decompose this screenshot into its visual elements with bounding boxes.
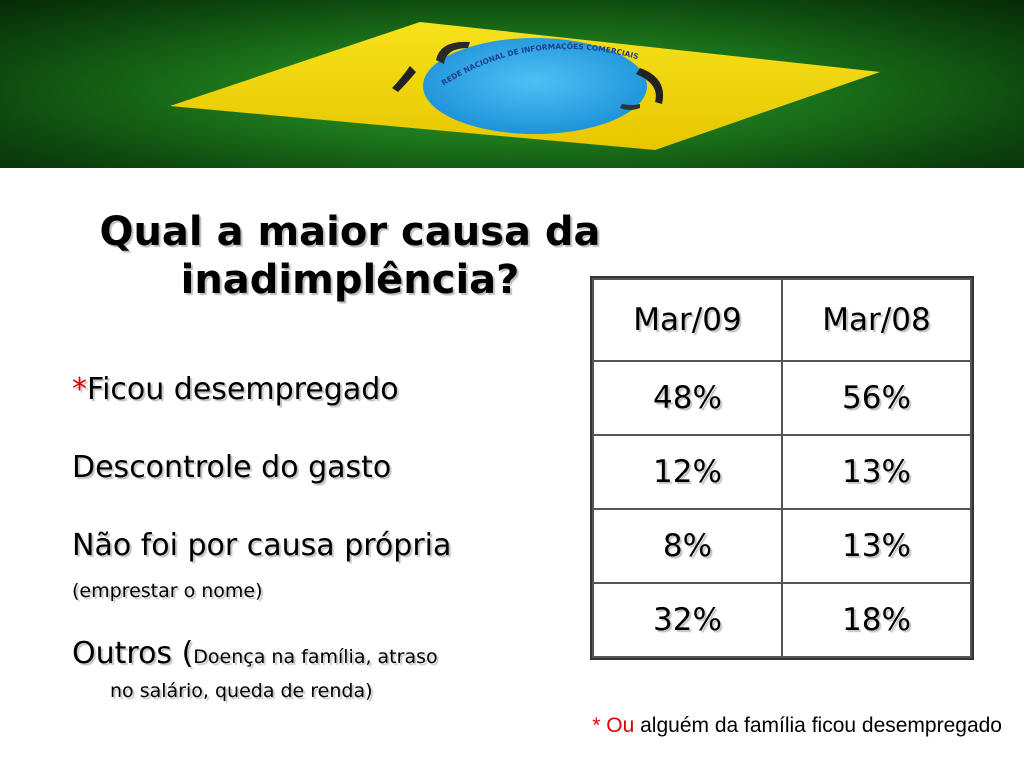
table-cell: 48% xyxy=(592,360,783,436)
table-header-row: Mar/09 Mar/08 xyxy=(592,278,972,362)
table-cell: 12% xyxy=(592,434,783,510)
table-row: 12% 13% xyxy=(592,434,972,510)
cause-others-label: Outros ( xyxy=(72,636,194,671)
table-row: 32% 18% xyxy=(592,582,972,658)
cause-spending: Descontrole do gasto xyxy=(72,450,392,485)
table-row: 8% 13% xyxy=(592,508,972,584)
footnote-star-ou: * Ou xyxy=(592,714,635,737)
cause-others-note-1: Doença na família, atraso xyxy=(193,646,438,668)
table-cell: 13% xyxy=(781,508,972,584)
title-line-2: inadimplência? xyxy=(180,257,520,303)
table-cell: 8% xyxy=(592,508,783,584)
asterisk-mark: * xyxy=(72,372,87,407)
cause-not-own-note: (emprestar o nome) xyxy=(72,580,263,602)
footnote-text: alguém da família ficou desempregado xyxy=(640,714,1002,737)
footnote: * Ou alguém da família ficou desempregad… xyxy=(592,714,1002,738)
page-title: Qual a maior causa da inadimplência? xyxy=(40,208,660,304)
header-banner: REDE NACIONAL DE INFORMAÇÕES COMERCIAIS xyxy=(0,0,1024,168)
header-mar09: Mar/09 xyxy=(592,278,783,362)
table-row: 48% 56% xyxy=(592,360,972,436)
brazil-flag-logo: REDE NACIONAL DE INFORMAÇÕES COMERCIAIS xyxy=(170,22,880,150)
table-cell: 13% xyxy=(781,434,972,510)
title-line-1: Qual a maior causa da xyxy=(99,209,601,255)
cause-others-note-2: no salário, queda de renda) xyxy=(110,680,373,702)
cause-not-own: Não foi por causa própria xyxy=(72,528,452,563)
table-cell: 32% xyxy=(592,582,783,658)
cause-unemployed: *Ficou desempregado xyxy=(72,372,399,407)
flag-globe xyxy=(423,38,647,134)
cause-others: Outros (Doença na família, atraso xyxy=(72,636,438,671)
cause-unemployed-label: Ficou desempregado xyxy=(87,372,399,407)
table-cell: 18% xyxy=(781,582,972,658)
results-table: Mar/09 Mar/08 48% 56% 12% 13% 8% 13% 32%… xyxy=(590,276,974,660)
header-mar08: Mar/08 xyxy=(781,278,972,362)
table-cell: 56% xyxy=(781,360,972,436)
